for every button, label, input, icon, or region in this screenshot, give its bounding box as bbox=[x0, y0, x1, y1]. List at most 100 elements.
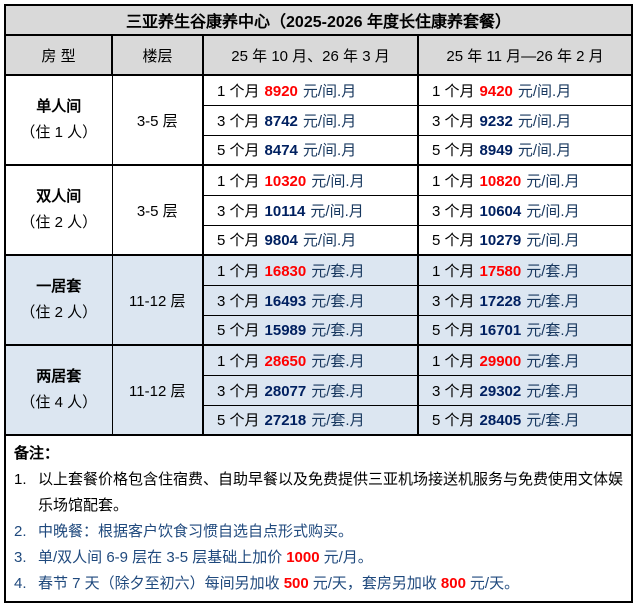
notes-section: 备注： 1. 以上套餐价格包含住宿费、自助早餐以及免费提供三亚机场接送机服务与免… bbox=[4, 434, 633, 603]
price-value: 8949 bbox=[479, 142, 513, 160]
price-unit: 元/套.月 bbox=[311, 292, 365, 310]
price-value: 17580 bbox=[479, 262, 522, 280]
duration-label: 3 个月 bbox=[432, 382, 475, 400]
note-text-part: 元/月。 bbox=[323, 549, 373, 566]
floor-cell: 11-12 层 bbox=[111, 254, 204, 346]
duration-label: 5 个月 bbox=[217, 142, 260, 160]
price-unit: 元/间.月 bbox=[526, 232, 580, 250]
table-title: 三亚养生谷康养中心（2025-2026 年度长住康养套餐） bbox=[4, 4, 633, 36]
room-occupancy: （住 1 人） bbox=[20, 124, 98, 141]
price-cell: 1 个月 28650 元/套.月 bbox=[202, 344, 419, 376]
price-value: 28077 bbox=[264, 382, 307, 400]
price-value: 9804 bbox=[264, 232, 298, 250]
price-cell: 5 个月 9804 元/间.月 bbox=[202, 224, 419, 256]
price-cell: 3 个月 9232 元/间.月 bbox=[416, 104, 633, 136]
note-text: 以上套餐价格包含住宿费、自助早餐以及免费提供三亚机场接送机服务与免费使用文体娱乐… bbox=[38, 471, 624, 514]
price-cell: 1 个月 17580 元/套.月 bbox=[416, 254, 633, 286]
price-unit: 元/间.月 bbox=[302, 142, 357, 160]
room-type-cell: 两居套 （住 4 人） bbox=[4, 344, 113, 436]
price-cell: 3 个月 17228 元/套.月 bbox=[416, 284, 633, 316]
duration-label: 3 个月 bbox=[217, 112, 260, 130]
price-value: 29900 bbox=[479, 352, 522, 370]
price-cell: 3 个月 10604 元/间.月 bbox=[416, 194, 633, 226]
col-header-room-type: 房 型 bbox=[4, 34, 113, 76]
price-value: 28405 bbox=[479, 412, 522, 430]
price-value: 10820 bbox=[479, 172, 522, 190]
price-cell: 5 个月 27218 元/套.月 bbox=[202, 404, 419, 436]
note-text-part: 春节 7 天（除夕至初六）每间另加收 bbox=[38, 575, 280, 592]
note-number: 1. bbox=[14, 471, 27, 488]
price-unit: 元/间.月 bbox=[302, 232, 357, 250]
price-table: 三亚养生谷康养中心（2025-2026 年度长住康养套餐） 房 型 楼层 25 … bbox=[4, 4, 634, 603]
room-occupancy: （住 2 人） bbox=[20, 304, 98, 321]
note-number: 3. bbox=[14, 549, 27, 566]
note-text: 单/双人间 6-9 层在 3-5 层基础上加价 1000 元/月。 bbox=[38, 545, 623, 571]
duration-label: 1 个月 bbox=[217, 82, 260, 100]
price-cell: 5 个月 10279 元/间.月 bbox=[416, 224, 633, 256]
duration-label: 1 个月 bbox=[217, 262, 260, 280]
price-value: 10279 bbox=[479, 232, 522, 250]
room-occupancy: （住 2 人） bbox=[20, 214, 98, 231]
room-occupancy: （住 4 人） bbox=[20, 394, 98, 411]
note-highlight-value: 1000 bbox=[286, 549, 320, 566]
price-unit: 元/间.月 bbox=[517, 112, 572, 130]
price-cell: 1 个月 8920 元/间.月 bbox=[202, 74, 419, 106]
duration-label: 5 个月 bbox=[217, 232, 260, 250]
room-name: 单人间 bbox=[36, 98, 82, 115]
price-value: 27218 bbox=[264, 412, 307, 430]
room-name: 一居套 bbox=[36, 278, 82, 295]
duration-label: 3 个月 bbox=[432, 292, 475, 310]
price-cell: 3 个月 8742 元/间.月 bbox=[202, 104, 419, 136]
price-value: 15989 bbox=[264, 322, 307, 340]
price-value: 10604 bbox=[479, 202, 522, 220]
room-name: 双人间 bbox=[36, 188, 82, 205]
note-text-part: 元/天。 bbox=[469, 575, 520, 592]
duration-label: 5 个月 bbox=[432, 412, 475, 430]
price-unit: 元/间.月 bbox=[302, 112, 357, 130]
price-value: 8742 bbox=[264, 112, 298, 130]
notes-label: 备注： bbox=[14, 445, 60, 462]
price-cell: 3 个月 16493 元/套.月 bbox=[202, 284, 419, 316]
note-item-1: 1. 以上套餐价格包含住宿费、自助早餐以及免费提供三亚机场接送机服务与免费使用文… bbox=[14, 467, 623, 519]
note-text: 春节 7 天（除夕至初六）每间另加收 500 元/天，套房另加收 800 元/天。 bbox=[38, 571, 623, 597]
price-unit: 元/套.月 bbox=[526, 322, 580, 340]
duration-label: 3 个月 bbox=[432, 202, 475, 220]
price-value: 16493 bbox=[264, 292, 307, 310]
price-unit: 元/间.月 bbox=[302, 82, 357, 100]
note-text: 中晚餐：根据客户饮食习惯自选自点形式购买。 bbox=[38, 523, 354, 540]
floor-cell: 3-5 层 bbox=[111, 74, 204, 166]
price-unit: 元/套.月 bbox=[526, 262, 580, 280]
col-header-floor: 楼层 bbox=[111, 34, 204, 76]
duration-label: 5 个月 bbox=[217, 412, 260, 430]
price-cell: 1 个月 16830 元/套.月 bbox=[202, 254, 419, 286]
duration-label: 5 个月 bbox=[217, 322, 260, 340]
room-name: 两居套 bbox=[36, 368, 82, 385]
col-header-period-1: 25 年 10 月、26 年 3 月 bbox=[202, 34, 419, 76]
price-value: 8920 bbox=[264, 82, 298, 100]
note-highlight-value: 500 bbox=[283, 575, 309, 592]
price-cell: 5 个月 28405 元/套.月 bbox=[416, 404, 633, 436]
price-unit: 元/套.月 bbox=[526, 292, 580, 310]
note-number: 4. bbox=[14, 575, 27, 592]
price-value: 16701 bbox=[479, 322, 522, 340]
price-unit: 元/套.月 bbox=[526, 412, 580, 430]
price-unit: 元/间.月 bbox=[310, 202, 364, 220]
note-item-4: 4. 春节 7 天（除夕至初六）每间另加收 500 元/天，套房另加收 800 元/天。 bbox=[14, 571, 623, 597]
note-item-2: 2. 中晚餐：根据客户饮食习惯自选自点形式购买。 bbox=[14, 519, 623, 545]
price-cell: 5 个月 8474 元/间.月 bbox=[202, 134, 419, 166]
duration-label: 5 个月 bbox=[432, 232, 475, 250]
note-highlight-value: 800 bbox=[440, 575, 466, 592]
room-type-cell: 一居套 （住 2 人） bbox=[4, 254, 113, 346]
price-unit: 元/套.月 bbox=[311, 322, 365, 340]
note-text-part: 单/双人间 6-9 层在 3-5 层基础上加价 bbox=[38, 549, 283, 566]
duration-label: 1 个月 bbox=[217, 352, 260, 370]
note-text-part: 元/天，套房另加收 bbox=[312, 575, 437, 592]
col-header-period-2: 25 年 11 月—26 年 2 月 bbox=[416, 34, 633, 76]
duration-label: 5 个月 bbox=[432, 142, 475, 160]
duration-label: 3 个月 bbox=[217, 292, 260, 310]
price-cell: 5 个月 8949 元/间.月 bbox=[416, 134, 633, 166]
price-value: 16830 bbox=[264, 262, 307, 280]
duration-label: 3 个月 bbox=[217, 202, 260, 220]
price-unit: 元/间.月 bbox=[311, 172, 365, 190]
